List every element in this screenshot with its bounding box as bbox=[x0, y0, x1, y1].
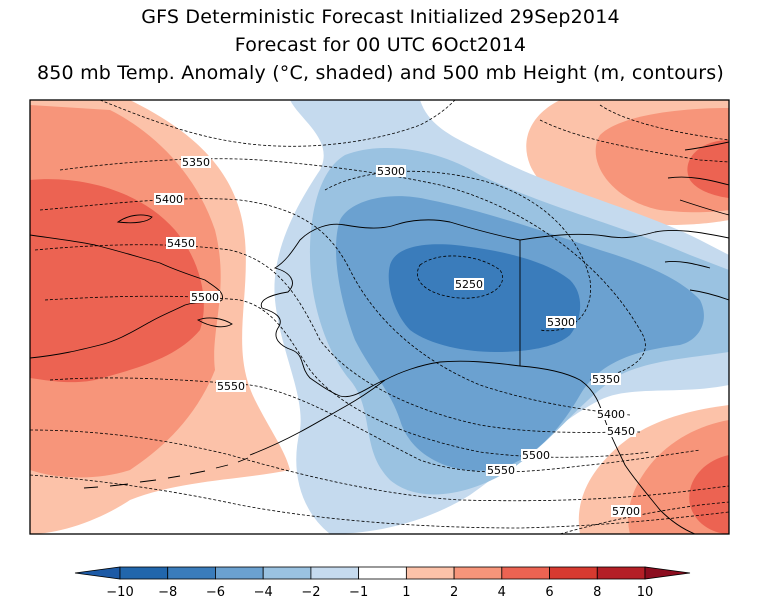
contour-label: 5700 bbox=[611, 505, 641, 518]
contour-5600 bbox=[30, 429, 729, 502]
colorbar-tick-label: −6 bbox=[206, 585, 225, 600]
svg-text:5450: 5450 bbox=[167, 237, 195, 250]
contour-label: 5500 bbox=[521, 449, 551, 462]
svg-text:5300: 5300 bbox=[377, 165, 405, 178]
map-frame bbox=[29, 99, 730, 535]
contour-label: 5300 bbox=[376, 165, 406, 178]
warm-anomaly-ne-mid bbox=[595, 108, 729, 213]
contour-label: 5450 bbox=[166, 237, 196, 250]
coast-beaufort bbox=[519, 229, 729, 241]
contour-label: 5450 bbox=[606, 425, 636, 438]
contour-label: 5250 bbox=[454, 278, 484, 291]
colorbar-low-extend bbox=[74, 566, 121, 580]
colorbar-segment bbox=[310, 566, 360, 580]
contour-label: 5350 bbox=[181, 156, 211, 169]
colorbar-tick-label: 4 bbox=[498, 585, 506, 600]
svg-text:5300: 5300 bbox=[547, 316, 575, 329]
contour-label: 5550 bbox=[216, 380, 246, 393]
svg-text:5250: 5250 bbox=[455, 278, 483, 291]
contour-5500 bbox=[44, 295, 651, 458]
colorbar-tick-label: 6 bbox=[545, 585, 553, 600]
colorbar-tick-label: 2 bbox=[450, 585, 458, 600]
title-line-2: Forecast for 00 UTC 6Oct2014 bbox=[234, 34, 527, 56]
colorbar: −10 −8 −6 −4 −2 −1 1 2 4 6 8 10 bbox=[74, 566, 691, 600]
contour-5250 bbox=[417, 255, 503, 299]
svg-text:5400: 5400 bbox=[155, 193, 183, 206]
contour-labels: 5350 5300 5400 5450 5250 5500 5300 5550 … bbox=[154, 156, 641, 518]
colorbar-high-extend bbox=[644, 566, 691, 580]
colorbar-segment bbox=[596, 566, 646, 580]
colorbar-tick-label: −10 bbox=[106, 585, 133, 600]
colorbar-tick-label: 10 bbox=[637, 585, 654, 600]
svg-text:5350: 5350 bbox=[592, 373, 620, 386]
contour-label: 5400 bbox=[154, 193, 184, 206]
contour-label: 5550 bbox=[486, 464, 516, 477]
coast-hudson bbox=[664, 261, 729, 301]
contour-5300-nw bbox=[99, 100, 456, 147]
coast-stlawrence bbox=[196, 317, 233, 328]
colorbar-segment bbox=[119, 566, 169, 580]
coast-wrangel bbox=[116, 214, 153, 224]
colorbar-tick-label: 1 bbox=[402, 585, 410, 600]
title-line-3: 850 mb Temp. Anomaly (°C, shaded) and 50… bbox=[36, 62, 724, 84]
coast-alaska-peninsula bbox=[249, 379, 386, 456]
svg-text:5400: 5400 bbox=[597, 408, 625, 421]
contour-5650 bbox=[30, 474, 729, 529]
title-line-1: GFS Deterministic Forecast Initialized 2… bbox=[141, 6, 620, 28]
contour-5550 bbox=[49, 377, 701, 473]
land-coastlines bbox=[30, 141, 729, 534]
warm-anomaly-ne-core bbox=[687, 140, 729, 198]
contour-5350-ne bbox=[599, 104, 729, 141]
colorbar-segment bbox=[453, 566, 503, 580]
coast-se-alaska bbox=[519, 365, 696, 534]
contour-label: 5400 bbox=[596, 408, 626, 421]
svg-text:5500: 5500 bbox=[522, 449, 550, 462]
colorbar-tick-label: −2 bbox=[301, 585, 320, 600]
svg-text:5550: 5550 bbox=[487, 464, 515, 477]
colorbar-tick-label: −1 bbox=[349, 585, 368, 600]
warm-anomaly-west-core bbox=[30, 179, 204, 383]
coast-siberia bbox=[30, 234, 223, 359]
svg-text:5350: 5350 bbox=[182, 156, 210, 169]
coast-arctic-archipelago bbox=[667, 141, 729, 216]
colorbar-segment bbox=[549, 566, 598, 580]
svg-text:5500: 5500 bbox=[191, 291, 219, 304]
contour-label: 5300 bbox=[546, 316, 576, 329]
height-contours bbox=[30, 100, 729, 534]
colorbar-segment bbox=[501, 566, 550, 580]
colorbar-segment bbox=[358, 566, 407, 580]
colorbar-segment bbox=[262, 566, 312, 580]
colorbar-tick-label: 8 bbox=[593, 585, 601, 600]
warm-anomaly-se-core bbox=[689, 455, 729, 534]
colorbar-segment bbox=[405, 566, 455, 580]
contour-label: 5350 bbox=[591, 373, 621, 386]
cold-anomaly-core bbox=[388, 244, 581, 352]
svg-text:5450: 5450 bbox=[607, 425, 635, 438]
contour-5300 bbox=[324, 170, 592, 332]
colorbar-tick-label: −8 bbox=[158, 585, 177, 600]
coast-aleutians bbox=[83, 457, 249, 489]
colorbar-tick-label: −4 bbox=[254, 585, 273, 600]
svg-text:5700: 5700 bbox=[612, 505, 640, 518]
colorbar-segment bbox=[167, 566, 216, 580]
coast-alaska bbox=[260, 219, 521, 398]
contour-label: 5500 bbox=[190, 291, 220, 304]
contour-5450 bbox=[34, 244, 641, 433]
contour-5300-ne bbox=[539, 119, 729, 163]
colorbar-segment bbox=[215, 566, 264, 580]
svg-text:5550: 5550 bbox=[217, 380, 245, 393]
